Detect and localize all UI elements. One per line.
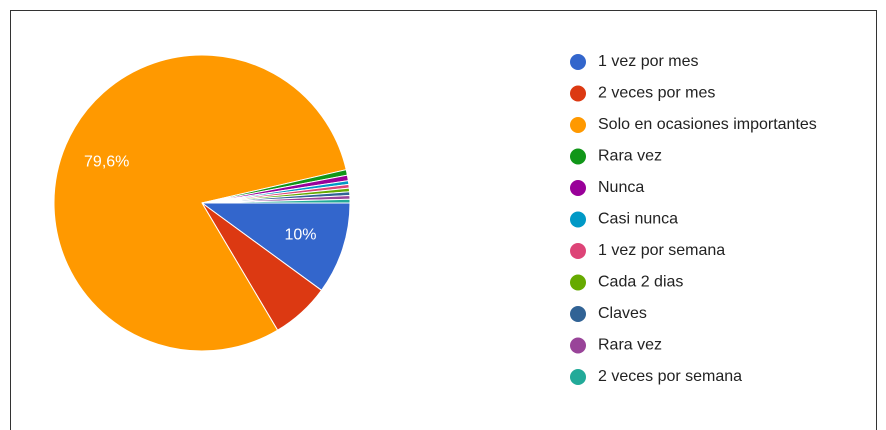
- legend-swatch: [570, 369, 586, 385]
- slice-label: 10%: [284, 226, 316, 243]
- legend-swatch: [570, 337, 586, 354]
- legend-label: 2 veces por semana: [598, 368, 742, 385]
- pie-slice: [200, 202, 351, 291]
- legend-swatch: [570, 211, 586, 228]
- legend-swatch: [570, 243, 586, 259]
- legend-label: Rara vez: [598, 148, 662, 165]
- legend-label: Claves: [598, 305, 647, 322]
- legend-label: 2 veces por mes: [598, 85, 715, 102]
- legend-swatch: [570, 306, 586, 322]
- pie-slice: [201, 198, 351, 204]
- legend-label: Rara vez: [598, 337, 662, 354]
- legend-swatch: [570, 54, 586, 70]
- legend-swatch: [570, 180, 586, 196]
- legend-swatch: [570, 85, 586, 102]
- legend-swatch: [570, 274, 586, 291]
- legend-label: Cada 2 dias: [598, 274, 683, 291]
- slice-label: 79,6%: [84, 154, 129, 171]
- legend-swatch: [570, 148, 586, 165]
- legend-label: 1 vez por mes: [598, 53, 698, 70]
- legend-label: Solo en ocasiones importantes: [598, 116, 817, 133]
- legend-label: 1 vez por semana: [598, 242, 725, 259]
- legend-swatch: [570, 117, 586, 133]
- pie-slice: [53, 54, 347, 352]
- frame: [10, 10, 877, 430]
- legend-label: Casi nunca: [598, 211, 678, 228]
- legend-label: Nunca: [598, 179, 644, 196]
